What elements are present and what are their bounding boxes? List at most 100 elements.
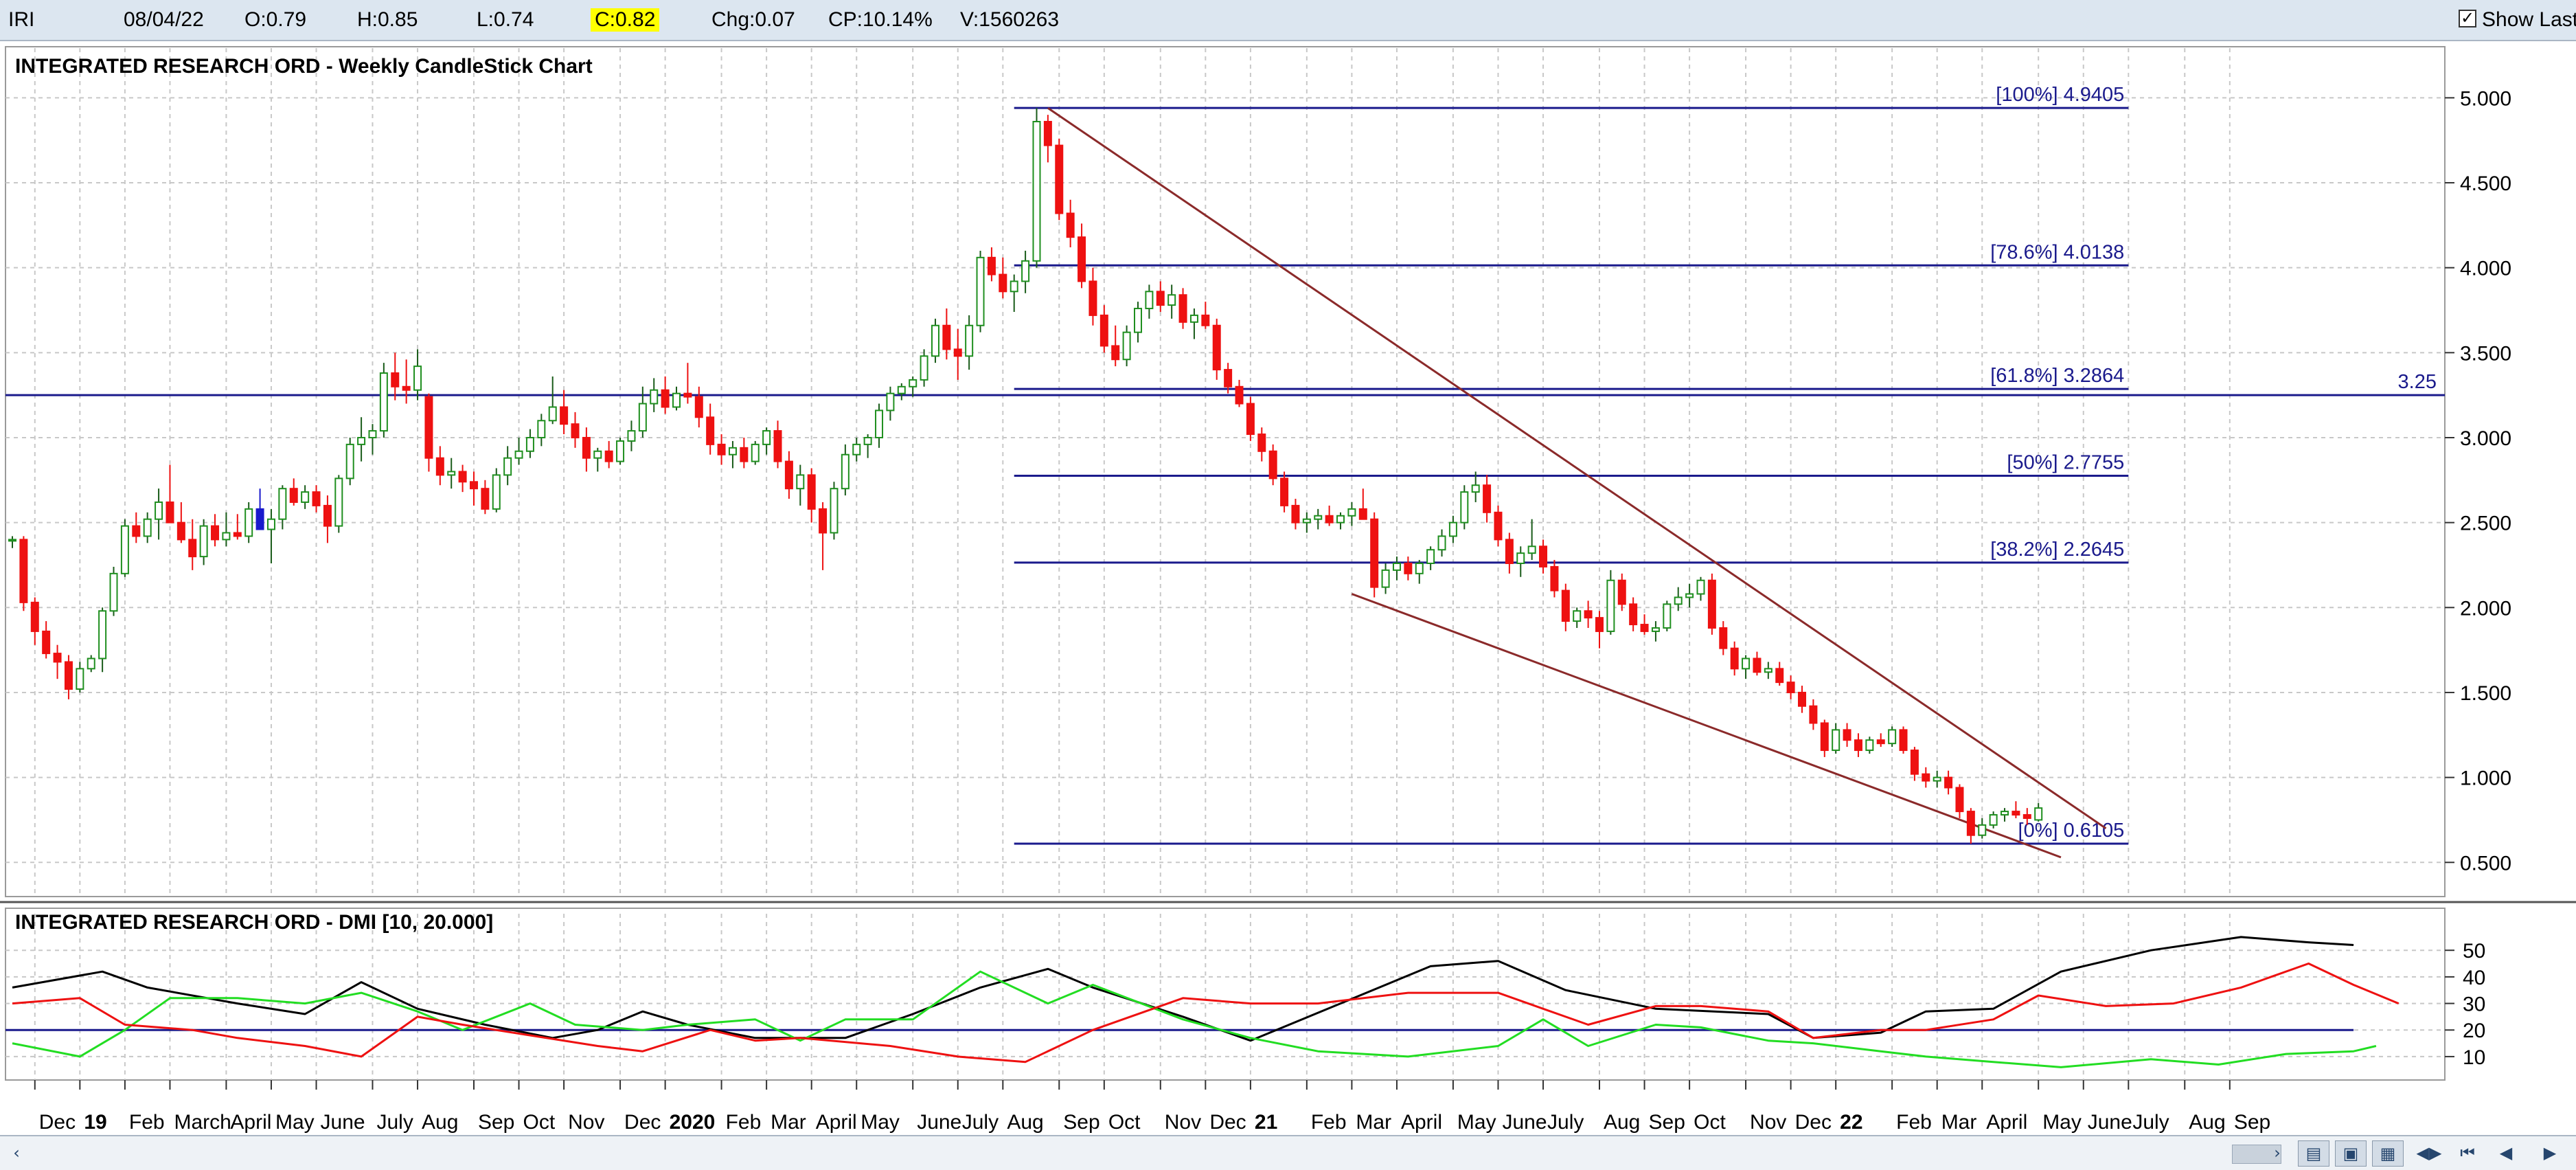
jump-start-icon[interactable]: ⏮	[2460, 1143, 2475, 1162]
dmi-minus-line	[12, 963, 2400, 1064]
candle	[1707, 573, 1716, 635]
candle-body	[1989, 814, 1998, 826]
candle-body	[1910, 750, 1919, 775]
candle	[638, 386, 647, 438]
candle	[1437, 529, 1446, 557]
candle	[582, 427, 591, 472]
candle-body	[458, 471, 467, 483]
candle-body	[1032, 120, 1041, 262]
candle	[211, 514, 220, 547]
candle	[503, 446, 512, 486]
x-tick-label: May	[275, 1111, 315, 1134]
candle-body	[1922, 773, 1930, 782]
candle	[1978, 818, 1987, 839]
x-tick-label: Nov	[1750, 1111, 1786, 1134]
x-tick-label: June	[917, 1111, 961, 1134]
zoom-reset-icon[interactable]: ▦	[2372, 1140, 2404, 1167]
candle	[1021, 250, 1030, 293]
candle-body	[897, 385, 906, 394]
step-forward-icon[interactable]: ▶	[2543, 1143, 2557, 1162]
candle	[1156, 281, 1165, 312]
candle	[1629, 597, 1638, 631]
show-last-label[interactable]: Show Last	[2482, 8, 2576, 31]
x-tick-label: Mar	[1356, 1111, 1391, 1134]
price-tick-label: 3.500	[2460, 342, 2511, 365]
candle	[402, 359, 411, 404]
candle	[1933, 770, 1941, 788]
candle-body	[965, 324, 974, 357]
candle	[1989, 811, 1998, 829]
candle-body	[132, 525, 141, 537]
candle	[1742, 655, 1751, 679]
price-tick-label: 2.000	[2460, 597, 2511, 620]
dmi-chart-title: INTEGRATED RESEARCH ORD - DMI [10, 20.00…	[15, 911, 493, 934]
candle-body	[1798, 691, 1807, 707]
fib-level-label: [100%] 4.9405	[1996, 84, 2124, 106]
candle-body	[1483, 484, 1492, 513]
candle-body	[1966, 811, 1975, 836]
x-tick-label: May	[860, 1111, 900, 1134]
trendline[interactable]	[1047, 106, 2107, 830]
candle	[8, 536, 16, 548]
fib-level-label: [78.6%] 4.0138	[1990, 241, 2124, 263]
price-tick-label: 5.000	[2460, 87, 2511, 110]
candle	[1111, 325, 1120, 367]
candle-body	[1257, 434, 1266, 452]
candle-body	[1178, 294, 1187, 323]
candle	[469, 471, 478, 506]
candle-body	[30, 601, 39, 632]
scroll-left-button[interactable]: ‹	[13, 1143, 20, 1162]
candle-body	[244, 508, 253, 537]
scroll-thumb[interactable]	[2232, 1145, 2281, 1164]
zoom-out-icon[interactable]: ▤	[2298, 1140, 2329, 1167]
x-tick-label: 2020	[670, 1111, 716, 1134]
candle	[222, 512, 231, 547]
candle-body	[706, 416, 715, 445]
candle-body	[1786, 682, 1795, 693]
candle	[717, 434, 726, 465]
candle	[481, 480, 490, 515]
x-tick-label: June	[2088, 1111, 2132, 1134]
candle-body	[1944, 776, 1953, 789]
price-tick-label: 1.000	[2460, 767, 2511, 790]
fit-icon[interactable]: ◀▶	[2416, 1143, 2442, 1162]
candle-body	[1730, 647, 1739, 670]
candle-body	[1674, 596, 1683, 605]
candle	[953, 328, 962, 380]
x-tick-label: March	[174, 1111, 231, 1134]
change-label: Chg:0.07	[711, 8, 795, 31]
candle-body	[1719, 627, 1728, 649]
candle	[728, 440, 737, 469]
x-tick-label: June	[1502, 1111, 1547, 1134]
candle-body	[1021, 260, 1030, 282]
scroll-right-button[interactable]: ›	[2274, 1143, 2281, 1162]
candle	[1674, 587, 1683, 611]
zoom-in-icon[interactable]: ▣	[2335, 1140, 2367, 1167]
candle	[301, 485, 310, 509]
step-back-icon[interactable]: ◀	[2499, 1143, 2513, 1162]
candle-body	[1809, 705, 1818, 724]
candle-body	[312, 491, 321, 506]
candle-body	[368, 430, 377, 438]
x-tick-label: Dec	[39, 1111, 76, 1134]
candle	[1505, 532, 1514, 574]
x-tick-label: May	[1457, 1111, 1496, 1134]
candle-body	[1516, 552, 1525, 565]
candle-body	[492, 474, 501, 510]
candle-body	[650, 389, 659, 405]
x-tick-label: Oct	[1694, 1111, 1726, 1134]
price-grid	[5, 48, 2445, 897]
candle	[773, 420, 782, 469]
x-tick-label: Oct	[1108, 1111, 1141, 1134]
candle-body	[503, 457, 512, 476]
horizontal-line: 3.25	[5, 371, 2445, 396]
candle	[1730, 641, 1739, 676]
candle	[931, 318, 939, 363]
candle-body	[1753, 657, 1762, 673]
candle-body	[1527, 545, 1536, 554]
trendline[interactable]	[1351, 593, 2062, 859]
candle	[819, 502, 828, 570]
candle	[391, 352, 400, 401]
close-label: C:0.82	[591, 8, 660, 32]
show-last-checkbox[interactable]: ✓	[2459, 10, 2476, 27]
